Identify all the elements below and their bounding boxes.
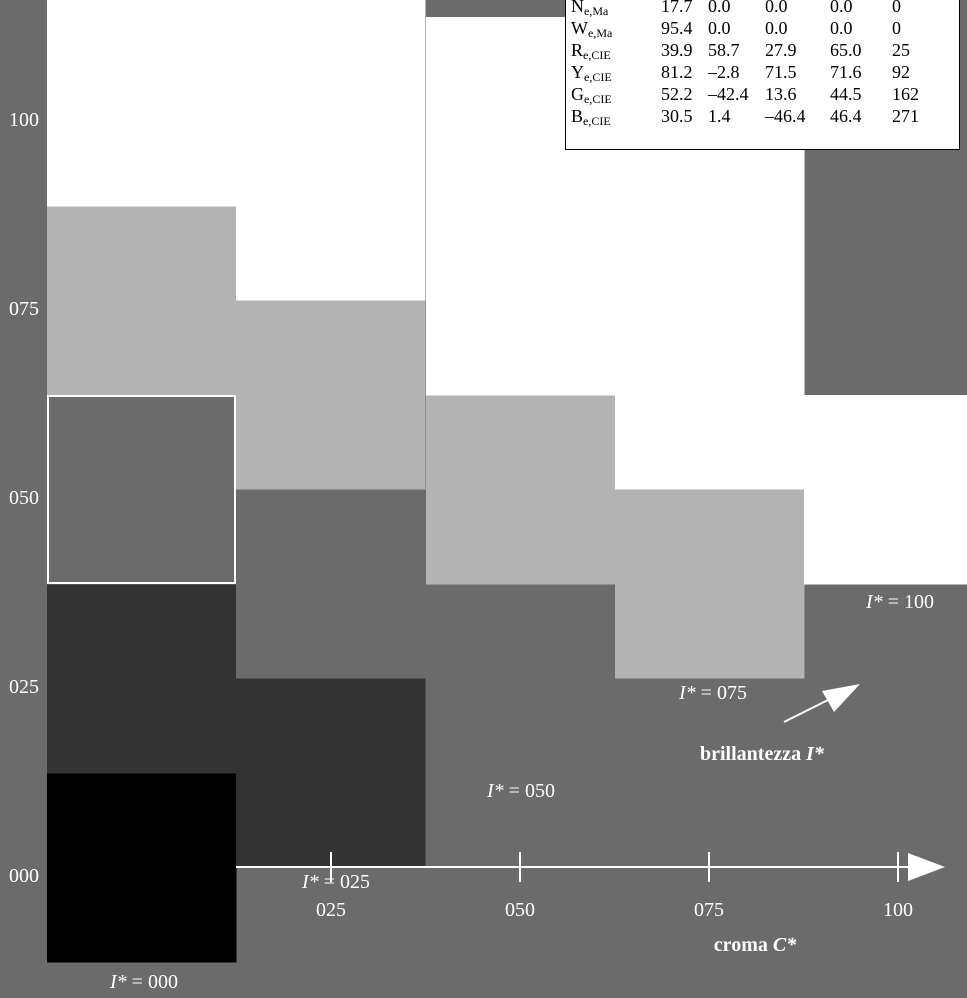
cell-1-1 <box>47 773 237 963</box>
brightness-arrow-head <box>822 684 860 712</box>
y-tick-label-4: 025 <box>9 676 39 698</box>
x-axis-arrow <box>908 853 945 881</box>
table-cell: 162 <box>892 84 919 104</box>
table-cell: 81.2 <box>661 62 693 82</box>
table-cell: 13.6 <box>765 84 797 104</box>
table-cell: 1.4 <box>708 106 731 126</box>
series-label-1: I* = 000 <box>109 971 178 993</box>
cell-2-3 <box>236 300 426 490</box>
y-tick-label-2: 075 <box>9 298 39 320</box>
cell-1-3 <box>47 395 237 585</box>
row-label: Ne,Ma <box>571 0 609 18</box>
cell-1-6 <box>47 0 237 18</box>
cell-2-4 <box>236 111 426 301</box>
row-label: Ye,CIE <box>571 62 612 84</box>
table-cell: 58.7 <box>708 40 740 60</box>
table-cell: 52.2 <box>661 84 693 104</box>
series-label-4: I* = 075 <box>678 682 747 704</box>
table-cell: 44.5 <box>830 84 862 104</box>
x-tick-label-2: 050 <box>505 899 535 921</box>
labels: 100 075 050 025 000 025 050 075 100 croma C* brill… <box>9 109 934 993</box>
series-label-3: I* = 050 <box>486 780 555 802</box>
series-label-5: I* = 100 <box>865 591 934 613</box>
table-cell: 0 <box>892 18 901 38</box>
x-tick-label-3: 075 <box>694 899 724 921</box>
table-cell: 0.0 <box>765 0 788 16</box>
cell-4-2 <box>615 300 805 490</box>
table-cell: 0.0 <box>765 18 788 38</box>
table-cell: 17.7 <box>661 0 693 16</box>
x-tick-label-1: 025 <box>316 899 346 921</box>
row-label: Re,CIE <box>571 40 611 62</box>
cell-1-5 <box>47 17 237 207</box>
table-cell: –2.8 <box>708 62 740 82</box>
cell-4-1 <box>615 489 805 679</box>
table-cell: 30.5 <box>661 106 693 126</box>
table-cell: 25 <box>892 40 910 60</box>
table-cell: 0.0 <box>708 18 731 38</box>
table-cell: 0.0 <box>830 18 853 38</box>
cell-1-2 <box>47 584 237 774</box>
cell-3-1 <box>426 584 616 774</box>
x-axis-title: croma C* <box>714 934 797 956</box>
cell-3-3 <box>426 206 616 396</box>
colorimetric-table: Ne,Ma 17.7 0.0 0.0 0.0 0 We,Ma 95.4 0.0 0.0 0.0 0 Re… <box>565 0 960 150</box>
table-cell: 39.9 <box>661 40 693 60</box>
table-cell: 92 <box>892 62 910 82</box>
table-cell: 46.4 <box>830 106 862 126</box>
cell-2-2 <box>236 489 426 679</box>
cell-2-1 <box>236 678 426 868</box>
y-tick-label-3: 050 <box>9 487 39 509</box>
table-cell: 0.0 <box>708 0 731 16</box>
table-cell: 65.0 <box>830 40 862 60</box>
axes <box>135 0 945 882</box>
table-cell: 0.0 <box>830 0 853 16</box>
cell-3-2 <box>426 395 616 585</box>
table-cell: 0 <box>892 0 901 16</box>
x-tick-label-4: 100 <box>883 899 913 921</box>
cell-2-5 <box>236 0 426 112</box>
row-label: Ge,CIE <box>571 84 612 106</box>
cell-1-4 <box>47 206 237 396</box>
table-cell: 71.6 <box>830 62 862 82</box>
row-label: We,Ma <box>571 18 613 40</box>
table-cell: 27.9 <box>765 40 797 60</box>
table-cell: 95.4 <box>661 18 693 38</box>
table-cell: –42.4 <box>708 84 749 104</box>
table-cell: –46.4 <box>765 106 806 126</box>
series-label-2: I* = 025 <box>301 871 370 893</box>
gray-cells <box>47 0 967 963</box>
table-cell: 71.5 <box>765 62 797 82</box>
table-cell: 271 <box>892 106 919 126</box>
y-tick-label-5: 000 <box>9 865 39 887</box>
highlight-outline <box>47 395 236 584</box>
brightness-label: brillantezza I* <box>700 743 825 765</box>
y-tick-label-1: 100 <box>9 109 39 131</box>
cell-5-1 <box>804 395 967 585</box>
row-label: Be,CIE <box>571 106 611 128</box>
